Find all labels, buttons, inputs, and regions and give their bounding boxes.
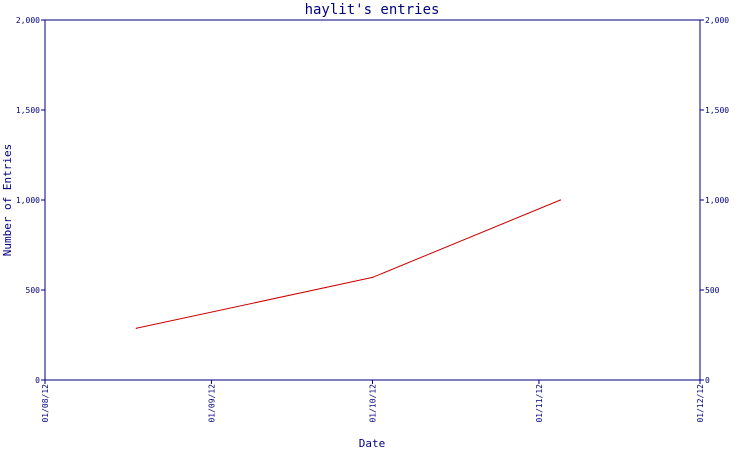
y-tick-label-left: 2,000	[16, 16, 40, 25]
x-tick-label: 01/08/12	[41, 384, 50, 423]
y-tick-label-right: 500	[705, 286, 720, 295]
y-tick-label-right: 0	[705, 376, 710, 385]
y-tick-label-left: 500	[26, 286, 41, 295]
data-point	[559, 199, 562, 201]
data-point	[371, 276, 374, 278]
x-tick-label: 01/11/12	[535, 384, 544, 423]
y-tick-label-left: 1,500	[16, 106, 40, 115]
data-point	[135, 327, 137, 329]
x-tick-label: 01/12/12	[696, 384, 705, 423]
y-tick-label-right: 1,500	[705, 106, 729, 115]
y-tick-label-right: 1,000	[705, 196, 729, 205]
y-tick-label-left: 0	[35, 376, 40, 385]
chart-title: haylit's entries	[305, 2, 440, 18]
y-axis-label: Number of Entries	[1, 144, 14, 257]
series-line	[136, 199, 561, 329]
x-axis-label: Date	[359, 437, 386, 450]
series-layer	[135, 199, 562, 329]
plot-frame	[44, 19, 701, 381]
y-tick-label-right: 2,000	[705, 16, 729, 25]
x-tick-label: 01/09/12	[207, 384, 216, 423]
y-tick-label-left: 1,000	[16, 196, 40, 205]
ticks-layer: 0 0 500 500 1,000 1,000 1,500 1,500 2,000 2,000 01…	[16, 16, 729, 423]
x-tick-label: 01/10/12	[369, 384, 378, 423]
